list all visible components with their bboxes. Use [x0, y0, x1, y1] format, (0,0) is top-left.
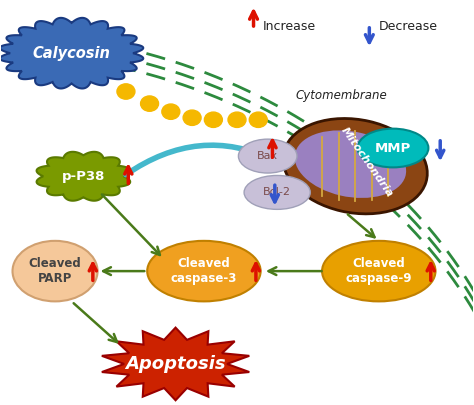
Ellipse shape — [283, 119, 427, 214]
Ellipse shape — [147, 241, 261, 301]
Circle shape — [162, 104, 180, 119]
Text: Increase: Increase — [263, 20, 316, 34]
Ellipse shape — [12, 241, 98, 301]
Ellipse shape — [322, 241, 436, 301]
Polygon shape — [0, 18, 143, 88]
Circle shape — [249, 112, 267, 128]
Circle shape — [141, 96, 158, 111]
Ellipse shape — [295, 130, 406, 198]
Circle shape — [204, 112, 222, 128]
Text: Cytomembrane: Cytomembrane — [295, 89, 387, 102]
Polygon shape — [102, 328, 249, 400]
Circle shape — [117, 84, 135, 99]
Ellipse shape — [244, 175, 310, 209]
Circle shape — [228, 112, 246, 128]
Text: p-P38: p-P38 — [62, 170, 105, 183]
Ellipse shape — [357, 129, 428, 167]
Text: Bcl-2: Bcl-2 — [263, 188, 291, 197]
Text: Apoptosis: Apoptosis — [125, 355, 226, 373]
Text: MMP: MMP — [375, 141, 411, 155]
Text: Calycosin: Calycosin — [33, 46, 110, 61]
Text: Cleaved
PARP: Cleaved PARP — [28, 257, 82, 285]
Text: Cleaved
caspase-3: Cleaved caspase-3 — [171, 257, 237, 285]
Circle shape — [91, 68, 109, 83]
Ellipse shape — [238, 139, 297, 173]
Polygon shape — [36, 152, 130, 201]
Text: Bax: Bax — [257, 151, 278, 161]
Text: Cleaved
caspase-9: Cleaved caspase-9 — [346, 257, 412, 285]
Text: Decrease: Decrease — [379, 20, 438, 34]
Circle shape — [183, 110, 201, 126]
Text: Mitochondria: Mitochondria — [339, 125, 395, 199]
